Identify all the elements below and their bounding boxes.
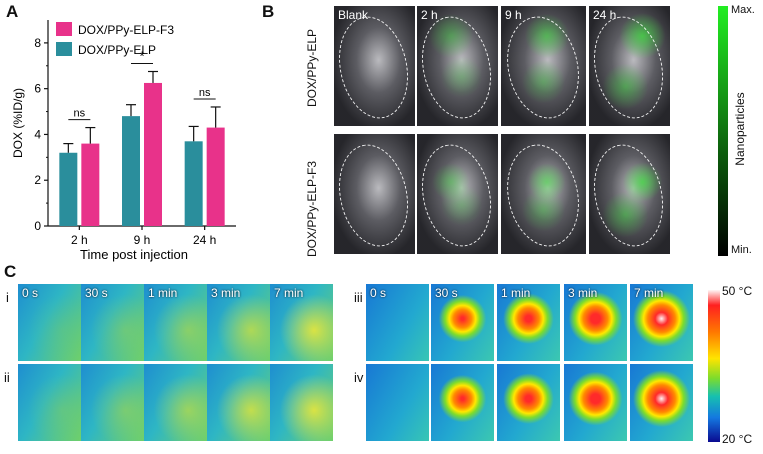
thermal-image <box>366 364 429 441</box>
thermal-image: 3 min <box>564 284 627 361</box>
fluorescence-image <box>417 134 498 254</box>
thermal-image <box>207 364 270 441</box>
thermal-image: 3 min <box>207 284 270 361</box>
legend-swatch <box>56 22 72 36</box>
tumor-outline <box>334 9 415 125</box>
bar-chart: 0 2 4 6 8 DOX (%ID/g) 2 h ns 9 h * 24 h ns Time post… <box>11 20 236 262</box>
bar-elp <box>59 152 78 226</box>
nanoparticle-colorbar <box>718 6 728 256</box>
bar-elp <box>184 141 203 226</box>
row-label-elp-f3: DOX/PPy-ELP-F3 <box>305 160 319 257</box>
row-label-elp: DOX/PPy-ELP <box>305 28 319 107</box>
bar-elp-f3 <box>206 127 225 226</box>
legend-entry: DOX/PPy-ELP-F3 <box>78 23 174 37</box>
time-label: 30 s <box>435 286 458 300</box>
x-tick-label: 24 h <box>193 233 216 247</box>
thermal-image: 30 s <box>431 284 494 361</box>
legend-swatch <box>56 42 72 56</box>
group-label-i: i <box>6 290 9 305</box>
time-label: 1 min <box>501 286 531 300</box>
fluorescence-image: 2 h <box>417 6 498 126</box>
time-label: 9 h <box>505 8 522 22</box>
panel-letter-c: C <box>4 262 17 281</box>
temperature-max-label: 50 °C <box>722 284 753 298</box>
fluorescence-image <box>501 134 586 254</box>
tumor-outline <box>417 9 498 125</box>
colorbar-max-label: Max. <box>731 4 755 16</box>
thermal-image: 1 min <box>144 284 207 361</box>
fluorescence-image <box>589 134 670 254</box>
y-tick-label: 2 <box>34 173 41 187</box>
tumor-outline <box>334 137 415 253</box>
y-tick-label: 8 <box>34 36 41 50</box>
thermal-image: 7 min <box>630 284 693 361</box>
x-tick-label: 2 h <box>71 233 88 247</box>
time-label: 1 min <box>148 286 178 300</box>
legend-entry: DOX/PPy-ELP <box>78 43 156 57</box>
tumor-outline <box>501 9 586 125</box>
fluorescence-image: 24 h <box>589 6 670 126</box>
bar-elp <box>122 116 140 226</box>
thermal-image: 1 min <box>497 284 560 361</box>
group-label-iii: iii <box>354 290 363 305</box>
thermal-image: 30 s <box>81 284 144 361</box>
time-label: 3 min <box>211 286 241 300</box>
colorbar-min-label: Min. <box>731 244 752 256</box>
time-label: 2 h <box>421 8 438 22</box>
thermal-image <box>497 364 560 441</box>
tumor-outline <box>417 137 498 253</box>
tumor-outline <box>501 137 586 253</box>
fluorescence-image: 9 h <box>501 6 586 126</box>
time-label: Blank <box>338 8 369 22</box>
time-label: 3 min <box>568 286 598 300</box>
bar-elp-f3 <box>81 143 100 226</box>
thermal-image <box>630 364 693 441</box>
thermal-image <box>270 364 333 441</box>
tumor-outline <box>589 9 670 125</box>
time-label: 7 min <box>634 286 664 300</box>
panel-letter-a: A <box>6 2 19 21</box>
thermal-image <box>564 364 627 441</box>
time-label: 0 s <box>22 286 39 300</box>
thermal-image: 7 min <box>270 284 333 361</box>
y-tick-label: 4 <box>34 127 41 141</box>
group-label-ii: ii <box>4 370 10 385</box>
tumor-outline <box>589 137 670 253</box>
fluorescence-image <box>334 134 415 254</box>
x-axis-label: Time post injection <box>80 247 188 262</box>
time-label: 24 h <box>593 8 617 22</box>
thermal-image <box>431 364 494 441</box>
significance-label: * <box>139 49 144 64</box>
temperature-min-label: 20 °C <box>722 432 753 446</box>
panel-letter-b: B <box>262 2 275 21</box>
thermal-image <box>144 364 207 441</box>
colorbar-nanoparticles-label: Nanoparticles <box>733 92 747 166</box>
y-tick-label: 0 <box>34 219 41 233</box>
thermal-image: 0 s <box>366 284 429 361</box>
temperature-colorbar <box>708 290 720 442</box>
time-label: 0 s <box>370 286 387 300</box>
significance-label: ns <box>74 108 86 120</box>
y-axis-label: DOX (%ID/g) <box>11 88 25 158</box>
time-label: 30 s <box>85 286 108 300</box>
x-tick-label: 9 h <box>134 233 151 247</box>
fluorescence-image: Blank <box>334 6 415 126</box>
group-label-iv: iv <box>354 370 364 385</box>
time-label: 7 min <box>274 286 304 300</box>
y-tick-label: 6 <box>34 82 41 96</box>
bar-elp-f3 <box>144 82 162 226</box>
significance-label: ns <box>199 87 211 99</box>
thermal-image <box>18 364 81 441</box>
thermal-image: 0 s <box>18 284 81 361</box>
thermal-image <box>81 364 144 441</box>
